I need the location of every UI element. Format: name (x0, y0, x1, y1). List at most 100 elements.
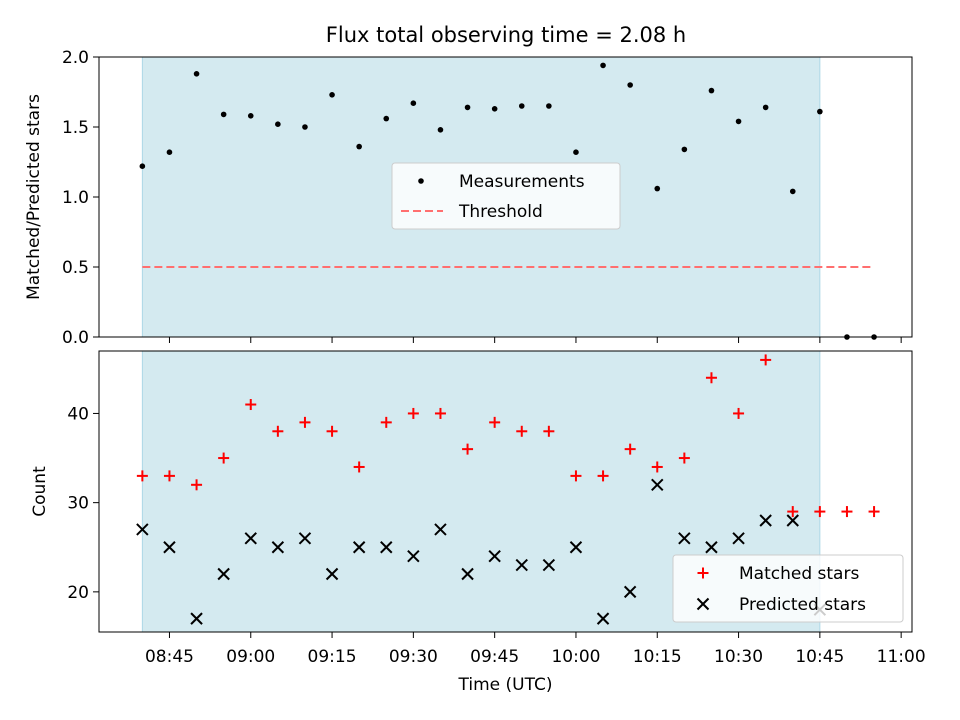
measurement-point (817, 108, 823, 115)
predicted-star-point (217, 567, 230, 581)
predicted-star-point (542, 558, 556, 572)
measurement-point (681, 146, 688, 153)
ratio-axes-frame (98, 56, 913, 338)
ratio-y-axis: 0.0 0.5 1.0 1.5 2.0 (62, 48, 99, 348)
legend-measurements-marker (418, 178, 424, 184)
matched-star-point (787, 506, 799, 518)
count-y-axis-label: Count (30, 466, 50, 517)
matched-star-point (543, 425, 555, 437)
measurement-point (708, 87, 715, 94)
matched-star-point (651, 461, 663, 473)
measurement-point (654, 185, 661, 192)
measurement-point (329, 92, 335, 98)
measurement-point (437, 127, 444, 133)
count-axes-frame (98, 350, 913, 633)
predicted-star-point (488, 549, 501, 563)
measurement-point (275, 121, 281, 127)
count-panel: 20 30 40 08:45 09:00 09:15 09:30 09:45 10:00 10:… (30, 350, 926, 695)
predicted-star-point (759, 514, 772, 527)
predicted-star-point (732, 532, 745, 545)
measurement-point (139, 163, 146, 169)
x-tick-label: 10:30 (714, 647, 763, 667)
ratio-panel: 0.00.51.01.52.0 Matched/Predicted stars … (24, 48, 913, 348)
x-tick-label: 10:45 (795, 647, 844, 667)
measurement-point (518, 103, 525, 109)
x-axis-label: Time (UTC) (458, 675, 553, 695)
predicted-star-point (244, 532, 257, 545)
ratio-y-tick-label: 1.0 (62, 188, 89, 208)
legend-matched-marker (697, 567, 709, 579)
matched-star-point (814, 506, 826, 518)
matched-star-point (760, 354, 772, 366)
matched-star-point (570, 470, 582, 482)
measurement-point (220, 111, 227, 118)
predicted-star-point (569, 541, 583, 554)
ratio-legend[interactable]: Measurements Threshold (391, 162, 621, 230)
measurement-point (410, 100, 417, 106)
measurement-point (247, 113, 254, 119)
x-tick-label: 09:00 (226, 647, 275, 667)
matched-star-point (191, 479, 203, 491)
count-y-tick-label: 40 (67, 404, 89, 424)
matched-star-point (163, 470, 175, 482)
measurement-point (762, 104, 769, 111)
measurement-point (573, 149, 579, 155)
measurement-point (464, 104, 471, 111)
x-tick-label: 09:15 (308, 647, 357, 667)
predicted-star-point (407, 549, 420, 563)
matched-star-point (841, 506, 853, 518)
count-x-axis: 08:45 09:00 09:15 09:30 09:45 10:00 10:15 10:30… (145, 632, 926, 667)
predicted-star-point (434, 523, 447, 536)
matched-star-point (299, 416, 311, 428)
x-tick-label: 10:00 (551, 647, 600, 667)
ratio-x-ticks (168, 337, 902, 343)
count-plot-area (136, 354, 880, 625)
count-y-tick-label: 20 (67, 583, 89, 603)
measurement-point (789, 188, 796, 195)
measurement-point (193, 71, 200, 77)
ratio-y-tick-label: 0.5 (62, 258, 89, 278)
matched-star-point (380, 416, 392, 428)
legend-predicted-marker (696, 597, 710, 611)
matched-star-point (733, 407, 745, 419)
predicted-star-point (380, 541, 393, 554)
legend-measurements-label: Measurements (459, 172, 585, 192)
predicted-star-point (705, 541, 718, 554)
predicted-star-point (515, 558, 528, 572)
ratio-legend-box (391, 162, 621, 230)
measurement-point (735, 118, 742, 125)
predicted-star-point (298, 532, 312, 545)
x-tick-label: 09:45 (470, 647, 519, 667)
predicted-star-point (163, 541, 176, 554)
matched-star-point (434, 407, 446, 419)
predicted-star-point (786, 514, 799, 527)
ratio-y-tick-label: 2.0 (62, 48, 89, 68)
count-legend[interactable]: Matched stars Predicted stars (672, 554, 904, 623)
legend-matched-label: Matched stars (739, 564, 859, 584)
predicted-star-point (352, 541, 366, 554)
count-legend-box (672, 554, 904, 623)
measurement-point (491, 106, 498, 112)
matched-star-point (705, 372, 717, 384)
predicted-star-point (136, 523, 149, 536)
measurement-point (166, 149, 173, 155)
matched-star-point (868, 506, 880, 518)
ratio-y-tick-label: 1.5 (62, 118, 89, 138)
matched-star-point (136, 470, 148, 482)
measurement-point (627, 82, 633, 88)
predicted-star-point (678, 532, 691, 545)
legend-threshold-label: Threshold (458, 202, 543, 222)
predicted-star-point (190, 612, 203, 625)
x-tick-label: 10:15 (633, 647, 682, 667)
matched-star-point (353, 461, 365, 473)
matched-star-point (678, 452, 690, 464)
predicted-star-point (461, 567, 474, 581)
predicted-star-point (271, 541, 285, 554)
measurement-point (356, 143, 362, 150)
measurement-point (600, 62, 606, 69)
measurement-point (302, 124, 308, 130)
matched-star-point (516, 425, 528, 437)
x-tick-label: 11:00 (877, 647, 926, 667)
measurement-point (546, 103, 552, 109)
ratio-y-axis-label: Matched/Predicted stars (24, 94, 44, 300)
